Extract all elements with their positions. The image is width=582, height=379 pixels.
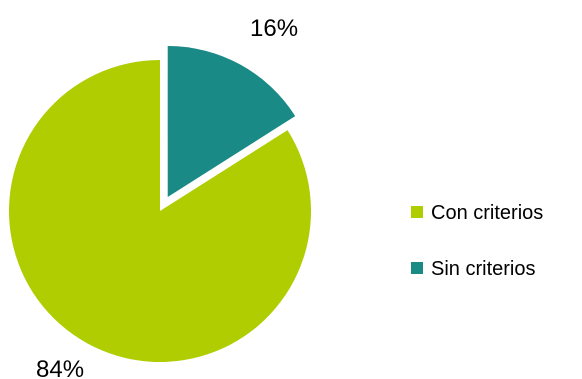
legend-swatch-sin-criterios [411, 262, 423, 274]
data-label-sin-criterios: 16% [250, 15, 298, 42]
legend-label-con-criterios: Con criterios [431, 202, 543, 224]
legend-swatch-con-criterios [411, 206, 423, 218]
data-labels: 84% 16% [36, 15, 298, 379]
pie-slices [9, 45, 312, 362]
pie-slice-con-criterios [9, 60, 312, 362]
legend: Con criterios Sin criterios [411, 202, 543, 280]
legend-label-sin-criterios: Sin criterios [431, 258, 535, 280]
pie-slice-sin-criterios [167, 45, 296, 197]
data-label-con-criterios: 84% [36, 356, 84, 379]
